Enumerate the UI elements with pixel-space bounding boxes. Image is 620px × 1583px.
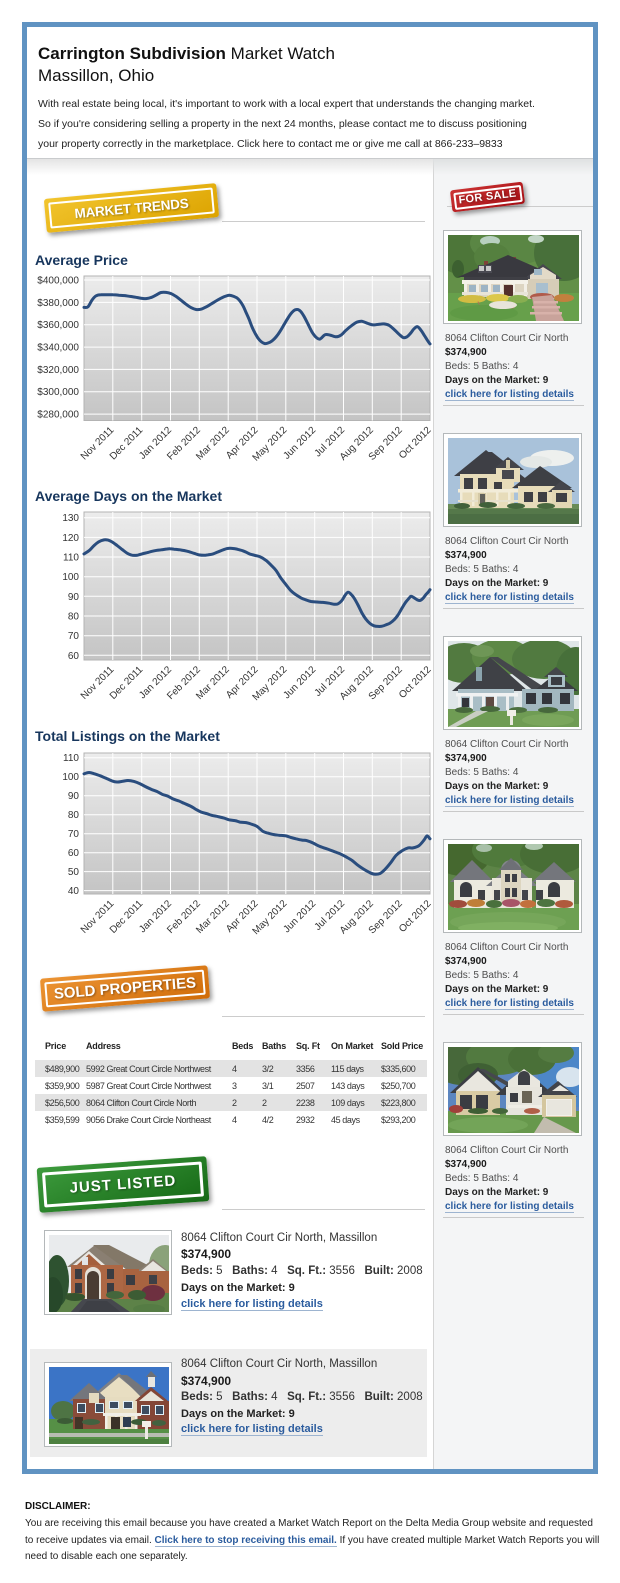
svg-text:100: 100 — [62, 772, 79, 783]
svg-text:Oct 2012: Oct 2012 — [397, 664, 434, 701]
svg-text:110: 110 — [63, 753, 79, 764]
svg-text:80: 80 — [68, 612, 80, 623]
svg-text:90: 90 — [68, 791, 80, 802]
svg-text:60: 60 — [68, 848, 80, 859]
svg-text:70: 70 — [68, 829, 80, 840]
svg-text:$380,000: $380,000 — [37, 298, 79, 309]
svg-text:80: 80 — [68, 810, 80, 821]
svg-text:$400,000: $400,000 — [37, 276, 79, 287]
svg-text:120: 120 — [62, 533, 79, 544]
svg-text:Jun 2012: Jun 2012 — [281, 898, 318, 935]
svg-text:$300,000: $300,000 — [37, 387, 79, 398]
svg-text:40: 40 — [68, 886, 80, 897]
svg-text:$360,000: $360,000 — [37, 320, 79, 331]
svg-text:100: 100 — [62, 572, 79, 583]
svg-text:130: 130 — [62, 513, 79, 524]
svg-text:110: 110 — [63, 553, 79, 564]
svg-text:50: 50 — [68, 867, 80, 878]
svg-text:$340,000: $340,000 — [37, 343, 79, 354]
svg-text:70: 70 — [68, 631, 80, 642]
svg-text:$320,000: $320,000 — [37, 365, 79, 376]
svg-text:Jun 2012: Jun 2012 — [281, 425, 318, 462]
svg-text:60: 60 — [68, 651, 80, 662]
svg-text:Oct 2012: Oct 2012 — [397, 425, 434, 462]
svg-text:Jun 2012: Jun 2012 — [281, 664, 318, 701]
svg-text:Oct 2012: Oct 2012 — [397, 898, 434, 935]
svg-text:90: 90 — [68, 592, 80, 603]
svg-text:$280,000: $280,000 — [37, 410, 79, 421]
